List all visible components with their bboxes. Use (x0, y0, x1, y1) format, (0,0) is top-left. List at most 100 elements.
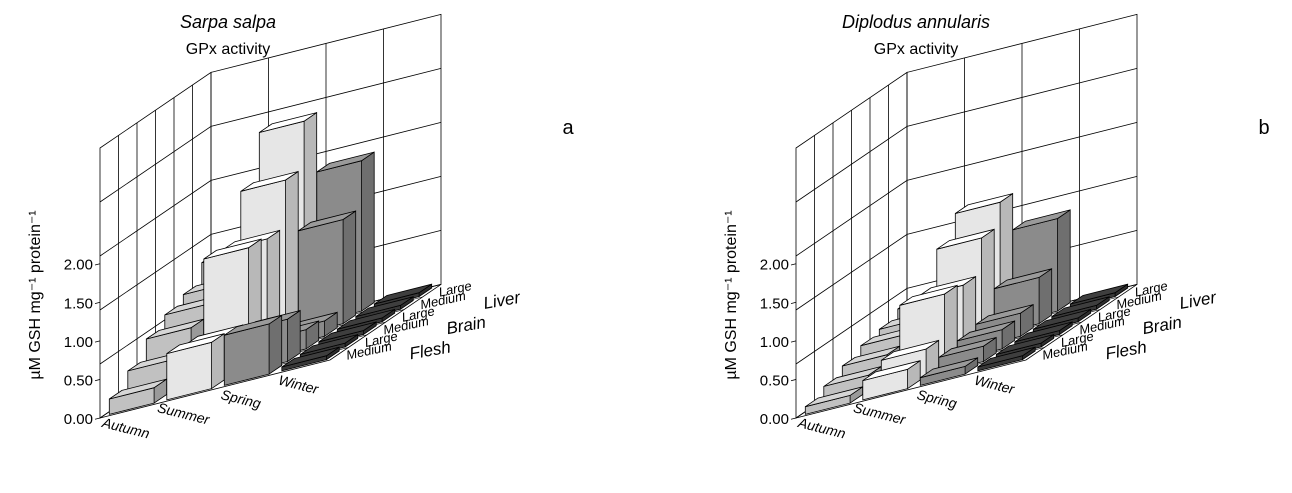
bar-top (975, 304, 1034, 325)
y-tick (94, 263, 101, 266)
bar-winter-0 (281, 346, 340, 372)
bar-summer-0 (862, 359, 921, 401)
bar-spring-0 (223, 314, 283, 386)
y-tick-label: 0.00 (64, 411, 93, 428)
y-tick-label: 1.50 (64, 295, 93, 312)
bar-top (203, 238, 262, 260)
y-axis: 0.00 0.50 1.00 1.50 2.00 (64, 257, 101, 428)
bar-top (1012, 209, 1071, 231)
bar-side (211, 332, 225, 390)
bar-top (862, 360, 921, 381)
chart-bars (108, 111, 433, 415)
season-label: Autumn (796, 414, 848, 441)
y-tick (790, 417, 797, 420)
bar-side (1057, 209, 1071, 312)
bar-top (1051, 296, 1110, 317)
bar-top (994, 268, 1052, 290)
bar-top (1070, 283, 1128, 305)
bar-top (374, 283, 432, 305)
bar-side (342, 210, 357, 325)
bar-top (977, 346, 1036, 368)
bar-top (1014, 321, 1073, 343)
bar-summer-0 (166, 332, 225, 401)
depth-label: Large (1133, 278, 1169, 300)
tissue-label: Brain (1141, 313, 1183, 339)
panel-label: b (1258, 117, 1269, 139)
chart-title: Diplodus annularis (842, 12, 990, 32)
y-tick-label: 1.50 (760, 295, 789, 312)
bar-top (899, 285, 958, 306)
bar-side (361, 151, 375, 312)
bar-spring-0 (919, 357, 979, 386)
y-tick (94, 301, 101, 304)
bar-top (240, 171, 299, 192)
season-label: Autumn (100, 414, 152, 441)
tissue-label: Brain (445, 313, 487, 339)
tissue-label: Flesh (408, 337, 452, 363)
season-label: Winter (277, 372, 321, 398)
chart-title: Sarpa salpa (180, 12, 276, 32)
season-label: Spring (915, 386, 958, 411)
chart-subtitle: GPx activity (874, 41, 958, 58)
bar-top (316, 151, 375, 173)
bar-autumn-0 (108, 378, 168, 415)
tissue-label: Flesh (1104, 337, 1148, 363)
y-tick (790, 379, 797, 382)
depth-label: Large (1096, 303, 1132, 325)
season-label: Winter (973, 372, 1017, 398)
bar-top (298, 210, 356, 232)
y-tick (790, 301, 797, 304)
y-tick-label: 0.50 (64, 372, 93, 389)
bar-top (955, 193, 1013, 214)
season-label: Summer (156, 399, 212, 428)
bar-top (224, 315, 282, 336)
y-tick-label: 2.00 (64, 257, 93, 274)
y-tick (790, 263, 797, 266)
y-tick (94, 417, 101, 420)
y-axis: 0.00 0.50 1.00 1.50 2.00 (760, 257, 797, 428)
season-label: Summer (852, 399, 908, 428)
bar-top (318, 321, 377, 343)
depth-label: Large (400, 303, 436, 325)
depth-label: Large (1059, 328, 1095, 350)
bar-top (259, 112, 317, 133)
y-tick (790, 340, 797, 343)
bar-top (996, 334, 1054, 355)
bar-top (281, 346, 340, 368)
y-axis-label: µM GSH mg⁻¹ protein⁻¹ (27, 210, 44, 379)
bar-top (300, 334, 358, 355)
bar-top (881, 340, 939, 361)
chart-subtitle: GPx activity (186, 41, 270, 58)
y-tick-label: 1.00 (64, 334, 93, 351)
y-tick-label: 0.50 (760, 372, 789, 389)
bar-top (1033, 309, 1091, 330)
bar-winter-0 (977, 346, 1036, 372)
season-label: Spring (219, 386, 262, 411)
bar-top (166, 333, 225, 354)
tissue-label: Liver (1178, 288, 1219, 313)
y-tick-label: 2.00 (760, 257, 789, 274)
tissue-label: Liver (482, 288, 523, 313)
depth-label: Large (437, 278, 473, 300)
bar-top (920, 357, 978, 379)
bar-winter-1 (299, 333, 359, 359)
y-axis-label: µM GSH mg⁻¹ protein⁻¹ (723, 210, 740, 379)
bar-top (355, 296, 414, 317)
y-tick (94, 379, 101, 382)
bar-top (957, 320, 1015, 342)
bar-spring-4 (297, 210, 357, 336)
bar-side (268, 314, 283, 375)
panel-label: a (562, 117, 574, 139)
bar-spring-1 (938, 336, 997, 374)
y-tick (94, 340, 101, 343)
bar-top (337, 309, 395, 330)
bar-top (936, 228, 995, 250)
bar-top (938, 337, 997, 358)
y-tick-label: 1.00 (760, 334, 789, 351)
bar-side (1038, 268, 1053, 325)
chart-bars (804, 192, 1129, 415)
y-tick-label: 0.00 (760, 411, 789, 428)
